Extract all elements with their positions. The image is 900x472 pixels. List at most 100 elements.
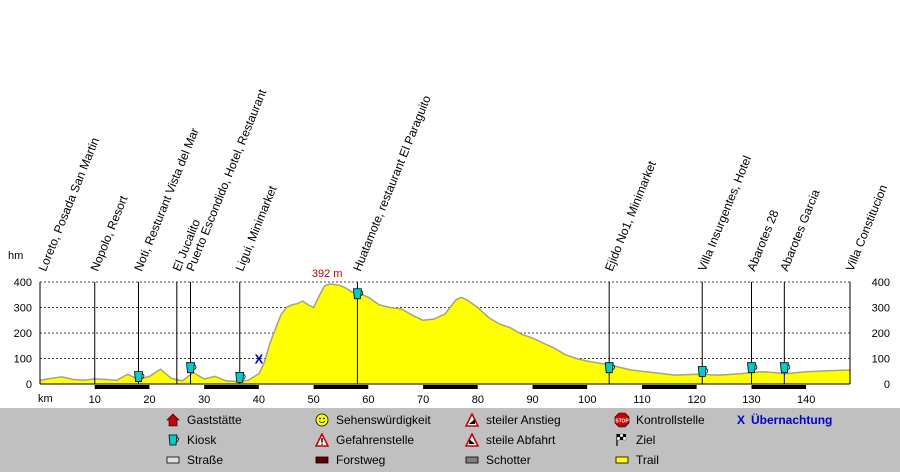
marker-layer: 392 m X (134, 268, 791, 383)
kiosk-cup-handle (361, 290, 364, 297)
x-tick-label: 50 (308, 394, 320, 406)
steep-climb-icon (464, 413, 480, 427)
x-tick-label: 130 (742, 394, 760, 406)
kiosk-cup-body (604, 362, 614, 374)
waypoint-label: Villa Insurgentes, Hotel (695, 154, 754, 273)
legend-steiler-anstieg-label: steiler Anstieg (486, 413, 561, 427)
legend-uebernachtung: X Übernachtung (737, 411, 832, 429)
elevation-fill (40, 284, 850, 384)
surface-segment (368, 385, 424, 389)
x-tick-label: 40 (253, 394, 265, 406)
legend-sehenswuerdigkeit-label: Sehenswürdigkeit (336, 413, 431, 427)
stop-sign-icon: STOP (614, 412, 630, 428)
surface-segment (532, 385, 588, 389)
legend-ziel-label: Ziel (636, 433, 656, 447)
x-tick-label: 90 (526, 394, 538, 406)
y-tick-label: 0 (26, 379, 32, 391)
waypoint-label: Nopolo, Resort (88, 193, 131, 273)
forest-road-swatch-icon (314, 453, 330, 467)
surface-segment (149, 385, 205, 389)
legend-trail: Trail (614, 451, 659, 469)
surface-segment (477, 385, 533, 389)
kiosk-cup-body (235, 371, 245, 383)
y-tick-label-right: 200 (872, 328, 890, 340)
waypoint-label: Ejido No1, Minimarket (602, 158, 659, 273)
x-tick-label: 70 (417, 394, 429, 406)
legend-steile-abfahrt: steile Abfahrt (464, 431, 555, 449)
kiosk-cup-icon (779, 362, 791, 374)
road-swatch-icon (165, 453, 181, 467)
max-elevation-label: 392 m (312, 268, 343, 280)
warning-icon (314, 433, 330, 447)
kiosk-cup-icon (604, 362, 616, 374)
surface-segment (696, 385, 752, 389)
kiosk-cup-handle (243, 374, 246, 380)
cup-icon (165, 433, 181, 447)
y-tick-label-right: 400 (872, 277, 890, 289)
surface-segment (258, 385, 314, 389)
kiosk-cup-body (697, 366, 707, 377)
kiosk-cup-handle (142, 373, 145, 379)
kiosk-cup-body (134, 371, 143, 383)
kiosk-cup-handle (612, 364, 616, 370)
kiosk-cup-body (352, 288, 362, 300)
surface-segment (423, 385, 478, 389)
y-tick-label-right: 100 (872, 354, 890, 366)
y-tick-label-right: 300 (872, 303, 890, 315)
x-tick-label: 100 (578, 394, 596, 406)
legend-kontrollstelle: STOP Kontrollstelle (614, 411, 705, 429)
overnight-x-icon: X (737, 413, 746, 427)
x-tick-label: 80 (472, 394, 484, 406)
legend-forstweg-label: Forstweg (336, 453, 386, 467)
surface-segment (313, 385, 369, 389)
x-tick-label: 110 (633, 394, 651, 406)
smiley-icon (314, 413, 330, 427)
legend-uebernachtung-label: Übernachtung (751, 413, 833, 427)
surface-bar (40, 385, 850, 389)
legend-trail-label: Trail (636, 453, 659, 467)
elevation-area (39, 283, 851, 384)
kiosk-cup-icon (186, 362, 197, 374)
legend-kontrollstelle-label: Kontrollstelle (636, 413, 705, 427)
kiosk-cup-icon (235, 371, 246, 383)
legend-ziel: Ziel (614, 431, 655, 449)
waypoint-label: Loreto, Posada San Martin (36, 136, 102, 274)
x-tick-label: 120 (688, 394, 706, 406)
legend-strasse: Straße (165, 451, 223, 469)
legend-schotter: Schotter (464, 451, 531, 469)
waypoint-label: Abarotes Garcia (777, 187, 823, 273)
kiosk-cup-icon (747, 362, 758, 374)
legend-steiler-anstieg: steiler Anstieg (464, 411, 561, 429)
kiosk-cup-handle (194, 364, 197, 370)
legend-schotter-label: Schotter (486, 453, 531, 467)
kiosk-cup-icon (134, 371, 145, 383)
x-tick-label: 20 (143, 394, 155, 406)
legend-gefahrenstelle: Gefahrenstelle (314, 431, 414, 449)
kiosk-cup-icon (352, 288, 364, 300)
surface-segment (587, 385, 643, 389)
waypoint-label: Ligui, Minimarket (233, 183, 280, 273)
x-axis-unit-label: km (38, 393, 53, 405)
surface-segment (806, 385, 850, 389)
kiosk-cup-icon (697, 366, 709, 377)
legend-panel: Gaststätte Kiosk Straße Sehenswürdigkeit… (0, 408, 900, 472)
checkered-flag-icon (614, 433, 630, 447)
legend-forstweg: Forstweg (314, 451, 385, 469)
gravel-swatch-icon (464, 453, 480, 467)
surface-segment (40, 385, 95, 389)
stop-sign-text: STOP (615, 419, 629, 425)
waypoint-label: Huatamote, restaurant El Paraguito (350, 93, 434, 273)
axes: 0 0 100 100 200 200 300 300 400 400 10 20 30 40 50 60 70… (14, 277, 890, 406)
y-tick-label: 100 (14, 354, 32, 366)
x-tick-label: 140 (797, 394, 815, 406)
legend-strasse-label: Straße (187, 453, 224, 467)
legend-steile-abfahrt-label: steile Abfahrt (486, 433, 556, 447)
kiosk-cup-body (779, 362, 789, 374)
x-tick-label: 10 (89, 394, 101, 406)
kiosk-cup-handle (755, 364, 758, 370)
waypoint-label: Abarotes 28 (744, 208, 781, 274)
y-tick-label: 300 (14, 303, 32, 315)
surface-segment (751, 385, 807, 389)
kiosk-cup-body (747, 362, 756, 374)
